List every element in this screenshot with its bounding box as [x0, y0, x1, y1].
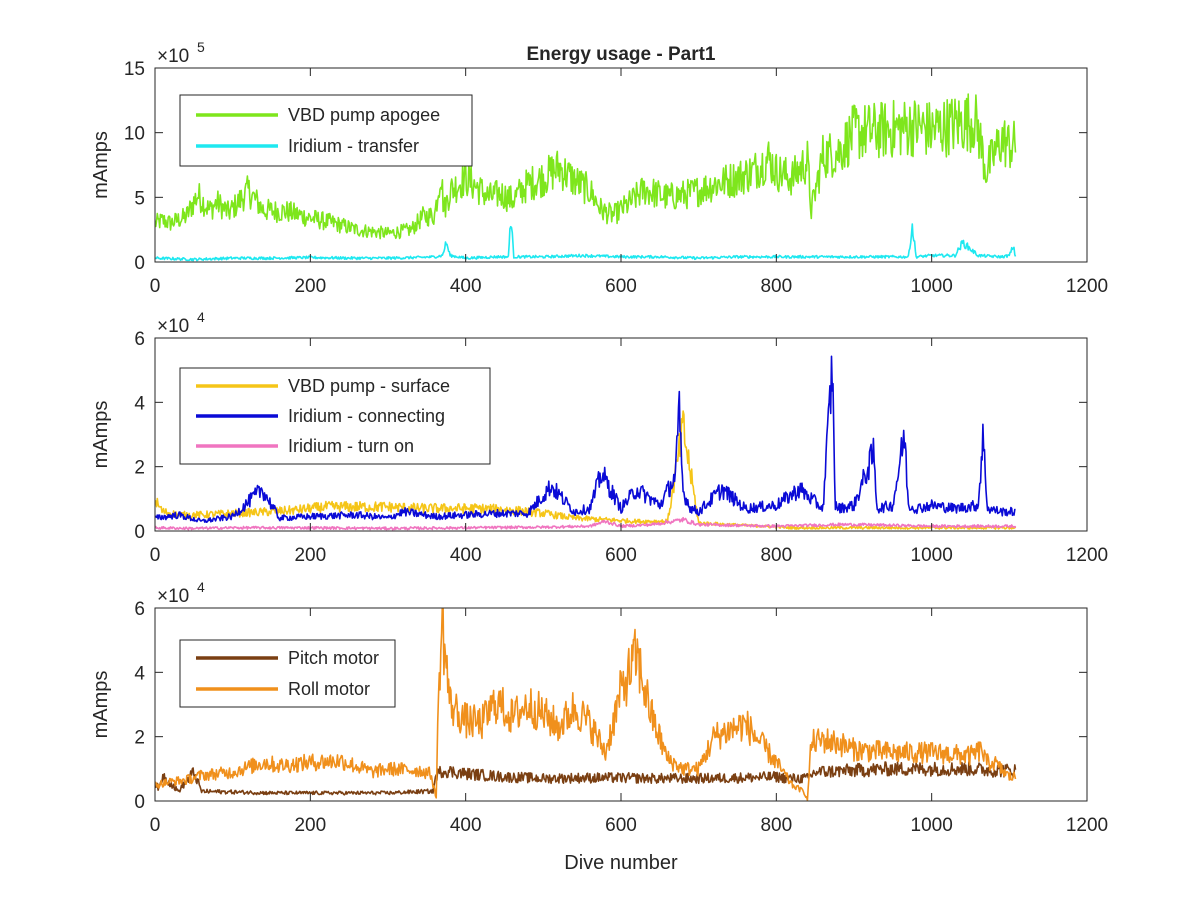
y-tick-label: 2 [134, 728, 145, 749]
legend: VBD pump apogee Iridium - transfer [179, 94, 473, 167]
y-exponent-power: 5 [197, 39, 205, 55]
y-tick-label: 6 [134, 329, 145, 350]
legend: VBD pump - surface Iridium - connecting Ir… [179, 367, 491, 465]
legend-entry: Iridium - turn on [288, 436, 414, 456]
x-axis-label: Dive number [564, 852, 678, 874]
x-tick-label: 600 [605, 276, 637, 297]
series-group [155, 355, 1017, 531]
y-exponent-power: 4 [197, 579, 205, 595]
y-tick-label: 15 [124, 59, 145, 80]
legend-entry: VBD pump - surface [288, 376, 450, 396]
y-tick-label: 2 [134, 458, 145, 479]
y-axis-label: mAmps [90, 671, 112, 739]
x-tick-label: 800 [760, 276, 792, 297]
y-exponent-power: 4 [197, 309, 205, 325]
x-tick-label: 1000 [911, 276, 953, 297]
x-tick-label: 1000 [911, 815, 953, 836]
x-tick-label: 1200 [1066, 815, 1108, 836]
x-tick-label: 1200 [1066, 276, 1108, 297]
legend-entry: Iridium - connecting [288, 406, 445, 426]
series-line-2-1 [155, 410, 1017, 530]
legend: Pitch motor Roll motor [179, 639, 396, 708]
x-tick-label: 1200 [1066, 545, 1108, 566]
legend-entry: Pitch motor [288, 648, 379, 668]
x-tick-label: 600 [605, 815, 637, 836]
series-group [155, 93, 1017, 262]
series-line-3-1 [155, 761, 1017, 796]
series-line-3-2 [155, 608, 1017, 801]
y-axis-label: mAmps [90, 401, 112, 469]
legend-box [179, 367, 491, 465]
legend-entry: Roll motor [288, 679, 370, 699]
legend-entry: Iridium - transfer [288, 136, 419, 156]
x-tick-label: 0 [150, 276, 161, 297]
chart-panel-3: 0 200 400 600 800 1000 1200 0 2 4 6 ×10 4 mAmps Dive n… [90, 579, 1108, 874]
y-tick-label: 10 [124, 124, 145, 145]
y-exponent-label: ×10 [157, 586, 189, 607]
y-exponent-label: ×10 [157, 46, 189, 67]
x-tick-label: 600 [605, 545, 637, 566]
y-tick-label: 0 [134, 253, 145, 274]
chart-panel-2: 0 200 400 600 800 1000 1200 0 2 4 6 ×10 4 mAmps VBD pu… [90, 309, 1108, 566]
legend-entry: VBD pump apogee [288, 105, 440, 125]
y-tick-label: 6 [134, 599, 145, 620]
chart-title: Energy usage - Part1 [526, 44, 715, 65]
legend-box [179, 94, 473, 167]
series-line-2-2 [155, 355, 1016, 523]
chart-panel-1: 0 200 400 600 800 1000 1200 0 5 10 15 ×10 5 mAmps Ener… [90, 39, 1108, 297]
x-tick-label: 0 [150, 545, 161, 566]
y-tick-label: 0 [134, 792, 145, 813]
x-tick-label: 800 [760, 815, 792, 836]
series-line-2-3 [155, 516, 1017, 531]
x-tick-label: 200 [294, 276, 326, 297]
series-group [155, 608, 1017, 801]
y-exponent-label: ×10 [157, 316, 189, 337]
series-line-1-1 [155, 93, 1017, 240]
x-tick-label: 200 [294, 815, 326, 836]
x-tick-label: 400 [450, 276, 482, 297]
y-tick-label: 0 [134, 522, 145, 543]
legend-box [179, 639, 396, 708]
y-tick-label: 4 [134, 393, 145, 414]
x-tick-label: 200 [294, 545, 326, 566]
x-tick-label: 400 [450, 815, 482, 836]
series-line-1-2 [155, 223, 1017, 262]
y-axis-label: mAmps [90, 131, 112, 199]
x-tick-label: 400 [450, 545, 482, 566]
y-tick-label: 4 [134, 663, 145, 684]
x-tick-label: 1000 [911, 545, 953, 566]
y-tick-label: 5 [134, 188, 145, 209]
x-tick-label: 800 [760, 545, 792, 566]
x-tick-label: 0 [150, 815, 161, 836]
